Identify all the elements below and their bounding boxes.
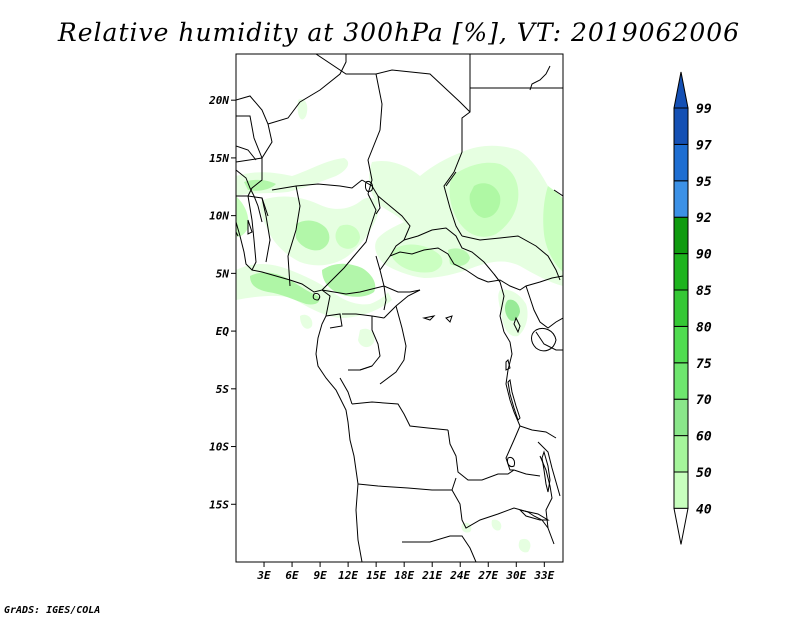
- lake-congo-1: [422, 315, 436, 321]
- colorbar-segment: [673, 325, 689, 364]
- colorbar-label: 50: [696, 466, 712, 481]
- colorbar-min-triangle: [673, 507, 689, 545]
- grads-credit: GrADS: IGES/COLA: [4, 605, 100, 616]
- lat-tick-label: 5S: [216, 383, 230, 396]
- lake-mweru: [507, 457, 515, 467]
- lon-tick-label: 24E: [449, 569, 470, 582]
- lake-congo-2: [445, 315, 453, 323]
- shade-nigeria-60: [296, 220, 330, 251]
- lake-tanganyika: [507, 378, 521, 421]
- shade-sudan-patch: [518, 234, 548, 263]
- shade-cameroon-60: [322, 263, 376, 297]
- humidity-shading: [236, 98, 563, 553]
- shade-gulf-of-guinea-60: [250, 272, 320, 305]
- lon-tick-label: 12E: [338, 569, 358, 582]
- lat-tick-label: 15N: [209, 152, 229, 165]
- map-frame: [235, 53, 564, 563]
- colorbar-label: 60: [696, 430, 712, 445]
- lake-albert: [513, 316, 521, 334]
- longitude-axis: 3E 6E 9E 12E 15E 18E 21E 24E 27E 30E 33E: [256, 562, 555, 582]
- colorbar-label: 90: [696, 248, 712, 263]
- lat-tick-label: 10S: [209, 441, 229, 454]
- colorbar-label: 97: [696, 138, 712, 153]
- lake-volta: [247, 219, 253, 235]
- shade-south-patch-1: [491, 519, 502, 531]
- colorbar-segment: [673, 180, 689, 218]
- lake-kivu: [505, 359, 511, 371]
- colorbar-label: 75: [696, 357, 712, 372]
- lake-malawi: [541, 450, 551, 493]
- colorbar-segment: [673, 107, 689, 145]
- shade-congo-patch: [358, 328, 375, 348]
- lake-chad: [365, 181, 373, 193]
- colorbar-label: 99: [696, 102, 712, 117]
- colorbar-segment: [673, 143, 689, 182]
- lakes: [247, 181, 557, 521]
- shade-lakes-70: [505, 299, 520, 321]
- shade-car-50: [391, 244, 443, 273]
- colorbar-label: 40: [696, 502, 712, 517]
- shade-gabon-patch: [300, 314, 313, 329]
- lake-victoria: [531, 327, 557, 352]
- colorbar-label: 70: [696, 393, 712, 408]
- lat-tick-label: 10N: [209, 210, 229, 223]
- colorbar-segment: [673, 435, 689, 473]
- colorbar-label: 95: [696, 175, 712, 190]
- map-panel: [236, 54, 563, 562]
- lat-tick-label: 5N: [216, 267, 230, 280]
- lon-tick-label: 15E: [366, 569, 386, 582]
- map-title: Relative humidity at 300hPa [%], VT: 201…: [57, 18, 740, 47]
- colorbar-segment: [673, 289, 689, 327]
- colorbar-segment: [673, 362, 689, 400]
- lon-tick-label: 18E: [394, 569, 414, 582]
- shade-nigeria-50: [335, 224, 360, 249]
- lon-tick-label: 9E: [313, 569, 327, 582]
- colorbar: 40 50 60 70 75 80 85 90 92 95 97 99: [673, 71, 712, 545]
- shade-east-edge: [543, 186, 563, 272]
- shade-car-60: [448, 248, 470, 266]
- lon-tick-label: 6E: [285, 569, 299, 582]
- colorbar-label: 80: [696, 320, 712, 335]
- colorbar-max-triangle: [673, 71, 689, 109]
- shade-chad-sudan-60: [469, 183, 501, 218]
- lake-kariba: [518, 509, 550, 521]
- latitude-axis: 20N 15N 10N 5N EQ 5S 10S 15S: [208, 94, 236, 511]
- colorbar-segment: [673, 471, 689, 509]
- shade-sahel-west-edge: [236, 196, 249, 237]
- lon-tick-label: 33E: [533, 569, 554, 582]
- colorbar-segment: [673, 253, 689, 291]
- lat-tick-label: 20N: [208, 94, 229, 107]
- lat-tick-label: 15S: [209, 498, 229, 511]
- lon-tick-label: 30E: [505, 569, 526, 582]
- colorbar-label: 85: [696, 284, 712, 299]
- lon-tick-label: 3E: [256, 569, 271, 582]
- shade-darfur-patch: [398, 193, 420, 212]
- country-borders: [236, 54, 563, 562]
- colorbar-label: 92: [696, 211, 712, 226]
- shade-south-patch-2: [518, 538, 531, 553]
- shade-north-patch: [297, 98, 308, 120]
- lake-bioko: [312, 293, 321, 301]
- lon-tick-label: 27E: [477, 569, 498, 582]
- colorbar-segment: [673, 398, 689, 437]
- colorbar-segment: [673, 216, 689, 255]
- lat-tick-label: EQ: [216, 325, 230, 338]
- lon-tick-label: 21E: [421, 569, 442, 582]
